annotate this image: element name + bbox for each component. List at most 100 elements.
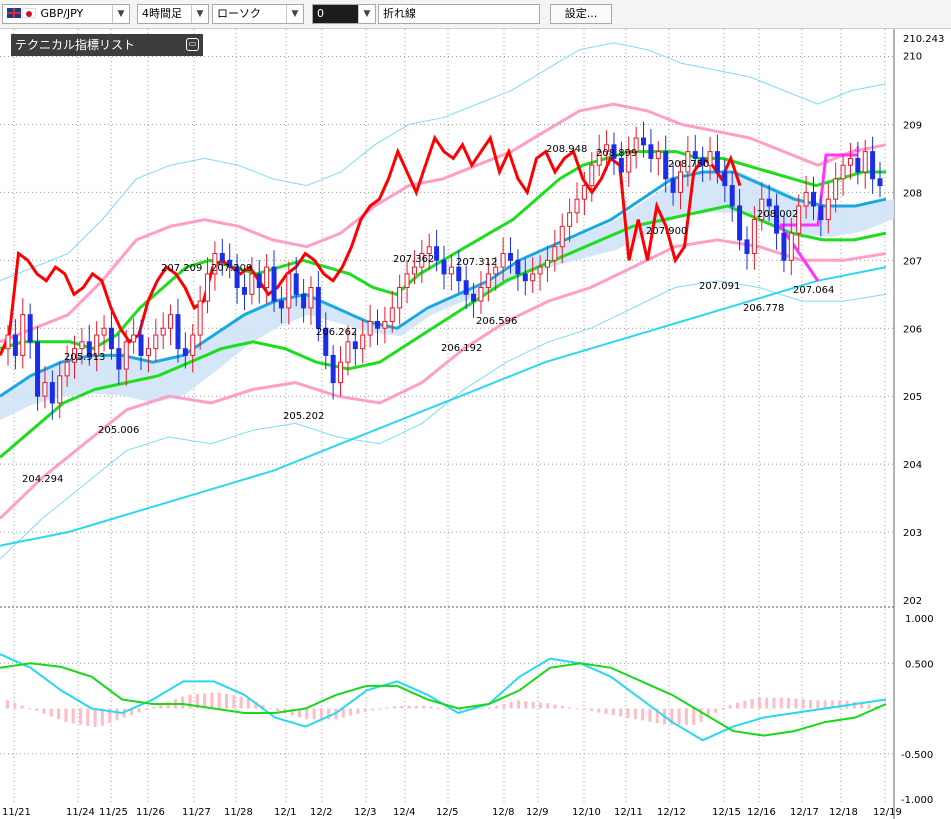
histogram-bar	[261, 704, 265, 709]
candle-down	[352, 341, 358, 350]
histogram-bar	[371, 708, 374, 711]
time-tick-label: 11/25	[99, 807, 128, 818]
histogram-bar	[517, 700, 520, 709]
histogram-bar	[298, 708, 301, 718]
osc-tick-label: -1.000	[901, 795, 933, 806]
time-tick-label: 11/26	[136, 807, 165, 818]
histogram-bar	[239, 696, 243, 709]
price-tick-label: 207	[903, 256, 922, 267]
long-ma-line	[0, 266, 887, 547]
candle-down	[293, 273, 299, 295]
candle-down	[323, 327, 329, 356]
candle-up	[308, 286, 314, 309]
histogram-bar	[509, 701, 513, 709]
time-tick-label: 12/16	[747, 807, 776, 818]
histogram-bar	[684, 708, 688, 725]
histogram-bar	[305, 708, 309, 720]
histogram-bar	[823, 700, 827, 709]
histogram-bar	[757, 697, 761, 709]
histogram-bar	[655, 708, 659, 724]
chevron-down-icon: ▼	[112, 5, 129, 23]
time-tick-label: 12/17	[790, 807, 819, 818]
candle-up	[168, 314, 174, 329]
histogram-bar	[319, 708, 323, 720]
price-tick-label: 202	[903, 596, 922, 607]
candle-up	[345, 341, 351, 363]
price-annotation: 208.948	[546, 144, 587, 155]
time-tick-label: 12/5	[436, 807, 458, 818]
candle-down	[471, 293, 477, 302]
price-annotation: 207.900	[646, 226, 687, 237]
candle-down	[774, 205, 780, 234]
candle-up	[249, 273, 255, 295]
pink-band-upper	[0, 102, 887, 344]
histogram-bar	[736, 702, 739, 709]
candle-down	[256, 273, 262, 288]
histogram-bar	[597, 708, 601, 713]
histogram-bar	[553, 704, 557, 709]
histogram-bar	[487, 707, 491, 709]
candle-down	[663, 151, 669, 180]
histogram-bar	[407, 705, 411, 709]
pair-select[interactable]: GBP/JPY ▼	[2, 4, 130, 24]
candle-up	[411, 266, 417, 275]
histogram-bar	[568, 707, 572, 709]
histogram-bar	[100, 708, 104, 726]
candle-up	[338, 361, 344, 384]
uk-flag-icon	[7, 8, 21, 18]
candle-up	[397, 286, 403, 309]
timeframe-select[interactable]: 4時間足 ▼	[137, 4, 209, 24]
candle-down	[86, 341, 92, 356]
line-type-label: 折れ線	[383, 7, 416, 20]
timeframe-label: 4時間足	[142, 7, 182, 20]
oscillator-panel	[0, 653, 887, 742]
price-tick-label: 205	[903, 392, 922, 403]
candle-down	[241, 286, 247, 295]
candle-up	[751, 219, 757, 255]
histogram-bar	[809, 699, 812, 709]
chart-area[interactable]: 4 204.294 205.913 205.006 207.209 207.209 206…	[0, 29, 951, 819]
histogram-bar	[181, 696, 185, 709]
minimize-icon[interactable]: ▭	[186, 38, 199, 51]
histogram-bar	[246, 698, 250, 709]
candle-up	[500, 253, 506, 268]
time-tick-label: 12/18	[829, 807, 858, 818]
histogram-bar	[502, 703, 506, 709]
histogram-bar	[436, 707, 440, 709]
candle-down	[49, 382, 55, 404]
histogram-bar	[35, 708, 39, 711]
cyan-ma-line	[0, 170, 887, 398]
histogram-bar	[699, 708, 703, 722]
indicator-list-title: テクニカル指標リスト	[15, 38, 136, 52]
line-type-select[interactable]: 折れ線	[378, 4, 540, 24]
indicator-lines: 4	[0, 42, 887, 560]
candle-up	[707, 151, 713, 166]
price-annotation: 205.202	[283, 411, 324, 422]
candle-up	[677, 171, 683, 193]
chart-type-select[interactable]: ローソク ▼	[212, 4, 304, 24]
sub-value-select[interactable]: 0 ▼	[312, 4, 376, 24]
candle-up	[205, 273, 211, 302]
price-annotation: 205.913	[64, 352, 105, 363]
time-tick-label: 12/1	[274, 807, 296, 818]
time-tick-label: 12/4	[393, 807, 415, 818]
time-tick-label: 12/3	[354, 807, 376, 818]
candle-down	[766, 198, 772, 207]
candle-down	[182, 348, 188, 356]
candle-up	[840, 164, 846, 180]
candle-up	[79, 341, 85, 350]
candle-up	[389, 307, 395, 322]
candle-down	[522, 273, 528, 282]
osc-tick-label: -0.500	[901, 750, 933, 761]
histogram-bar	[860, 703, 864, 709]
candle-down	[108, 327, 114, 350]
candle-up	[567, 212, 573, 227]
settings-button[interactable]: 設定...	[550, 4, 612, 24]
indicator-list-panel[interactable]: テクニカル指標リスト ▭	[11, 34, 203, 56]
candle-up	[544, 259, 550, 268]
candle-up	[20, 314, 26, 356]
price-tick-label: 206	[903, 324, 922, 335]
price-annotation: 207.091	[699, 281, 740, 292]
jp-flag-icon	[22, 8, 36, 18]
histogram-bar	[108, 708, 112, 724]
